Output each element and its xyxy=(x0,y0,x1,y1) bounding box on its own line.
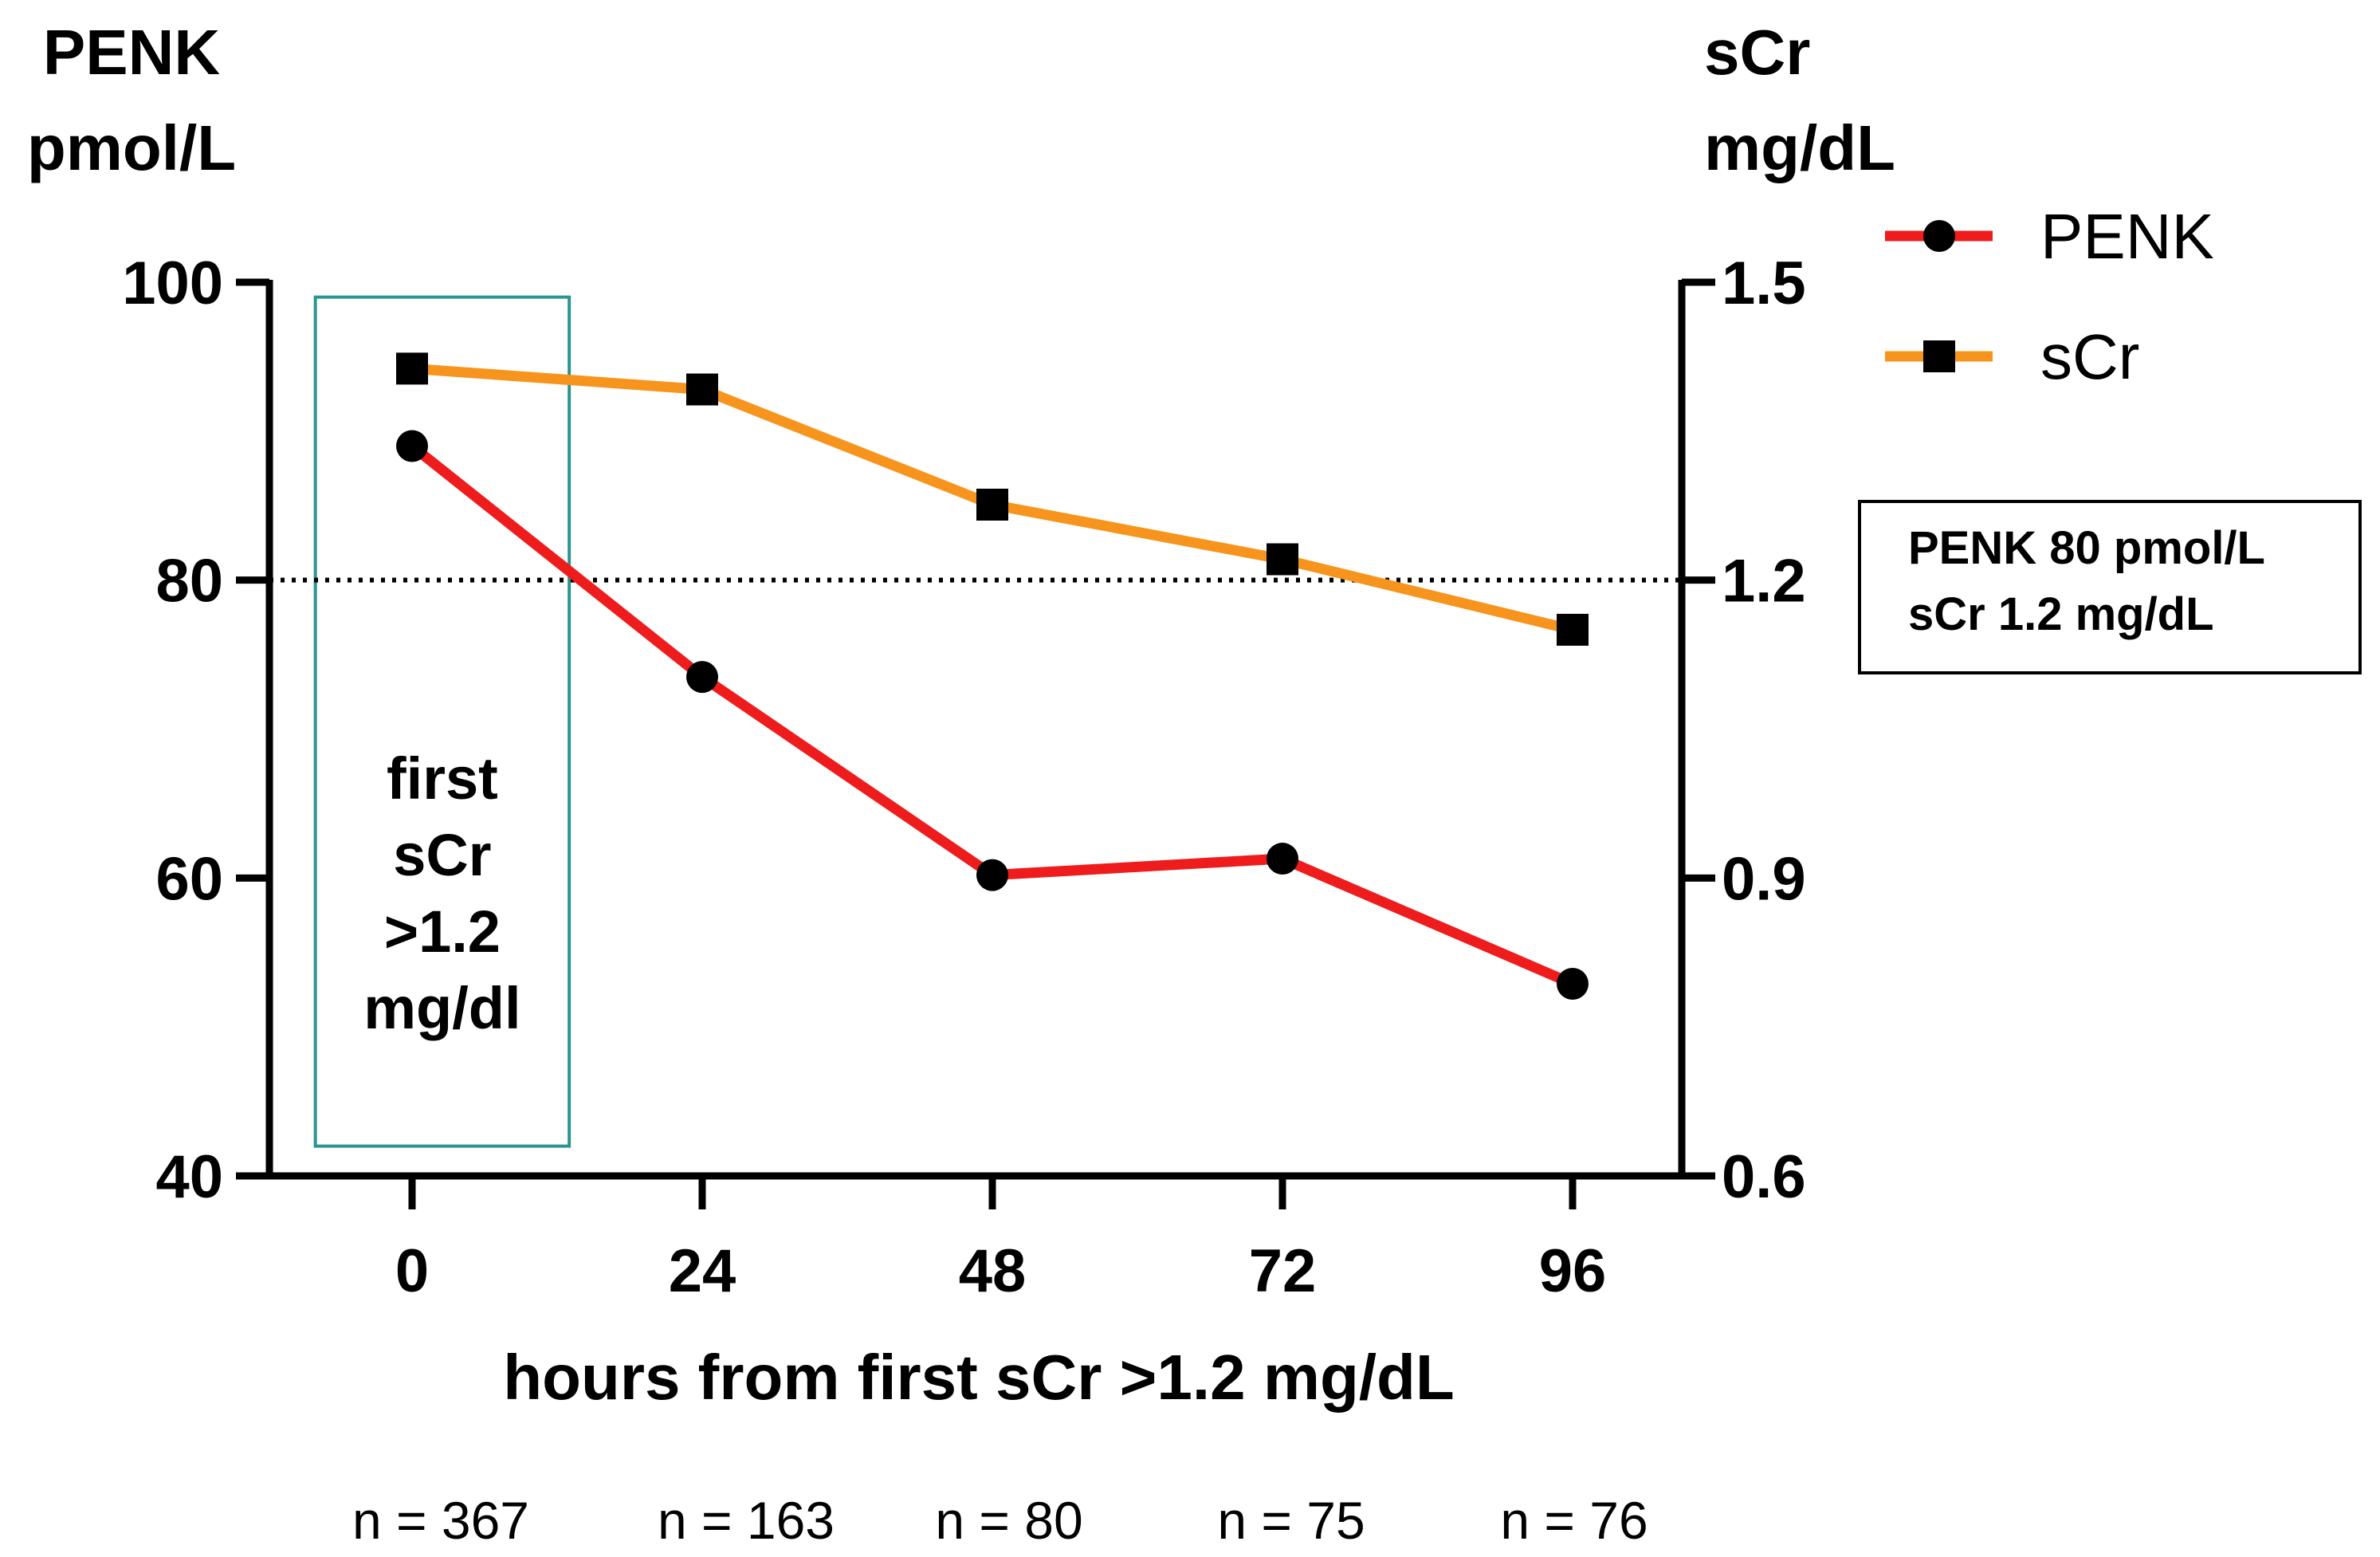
right-axis-tick-label: 1.2 xyxy=(1722,548,1806,615)
x-axis-tick-label: 72 xyxy=(1249,1237,1317,1305)
left-axis-title-line1: PENK xyxy=(43,17,220,88)
scr-point xyxy=(396,352,428,385)
threshold-box-line2: sCr 1.2 mg/dL xyxy=(1908,588,2214,640)
x-axis-title: hours from first sCr >1.2 mg/dL xyxy=(503,1342,1455,1413)
threshold-box xyxy=(1858,500,2362,674)
scr-point xyxy=(1267,543,1298,576)
scr-point xyxy=(976,489,1008,521)
sample-size-label: n = 75 xyxy=(1217,1491,1365,1550)
sample-size-label: n = 367 xyxy=(352,1491,529,1550)
left-axis-tick-label: 60 xyxy=(155,845,223,913)
annotation-line: mg/dl xyxy=(363,975,520,1041)
scr-point xyxy=(686,373,718,406)
penk-point xyxy=(396,430,428,462)
scr-point xyxy=(1557,613,1589,646)
axes: 40 60 80 100 0.6 0.9 1.2 1.5 0 24 48 72 96 xyxy=(122,250,1805,1305)
annotation-line: first xyxy=(387,745,498,812)
left-axis-tick-label: 40 xyxy=(155,1143,223,1211)
annotation-line: sCr xyxy=(393,822,491,888)
penk-line xyxy=(408,442,1575,989)
annotation-line: >1.2 xyxy=(384,898,501,965)
penk-point xyxy=(1267,843,1298,875)
left-axis-title-line2: pmol/L xyxy=(27,112,236,183)
right-axis-tick-label: 0.6 xyxy=(1722,1143,1806,1211)
x-axis-tick-label: 24 xyxy=(669,1237,736,1305)
legend-scr-marker xyxy=(1923,340,1955,372)
legend: PENK sCr xyxy=(1885,201,2214,392)
sample-size-label: n = 76 xyxy=(1500,1491,1648,1550)
penk-point xyxy=(976,859,1008,891)
legend-penk-marker xyxy=(1923,220,1955,252)
annotation-box xyxy=(313,295,571,1148)
left-axis-tick-label: 100 xyxy=(122,250,223,317)
penk-point xyxy=(686,661,718,694)
sample-size-label: n = 80 xyxy=(935,1491,1082,1550)
right-axis-tick-label: 1.5 xyxy=(1722,250,1806,317)
x-axis-tick-label: 0 xyxy=(395,1237,429,1305)
legend-penk-label: PENK xyxy=(2040,201,2214,272)
annotation-text: first sCr >1.2 mg/dl xyxy=(363,745,520,1041)
x-axis-tick-label: 96 xyxy=(1539,1237,1607,1305)
sample-sizes: n = 367 n = 163 n = 80 n = 75 n = 76 xyxy=(352,1491,1648,1550)
sample-size-label: n = 163 xyxy=(658,1491,835,1550)
x-axis-tick-label: 48 xyxy=(959,1237,1027,1305)
left-axis-tick-label: 80 xyxy=(155,548,223,615)
legend-scr-label: sCr xyxy=(2040,321,2139,392)
penk-point xyxy=(1557,967,1589,1000)
right-axis-title-line1: sCr xyxy=(1704,17,1810,88)
right-axis-title-line2: mg/dL xyxy=(1704,112,1895,183)
threshold-box-line1: PENK 80 pmol/L xyxy=(1908,522,2265,574)
series-layer xyxy=(396,352,1589,1000)
right-axis-tick-label: 0.9 xyxy=(1722,845,1806,913)
